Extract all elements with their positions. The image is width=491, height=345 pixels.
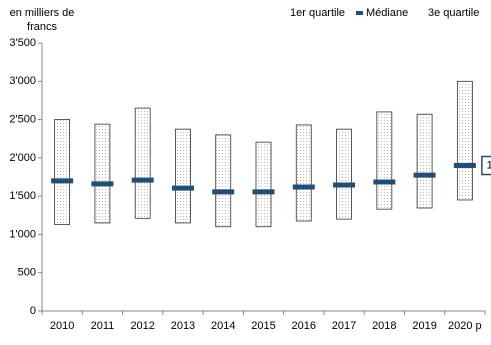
- y-tick-label: 2'000: [9, 152, 36, 164]
- range-box: [416, 113, 433, 209]
- range-box: [54, 119, 71, 225]
- x-tick-label: 2017: [332, 320, 356, 332]
- range-box: [255, 141, 272, 228]
- x-tick-label: 2020 p: [448, 320, 482, 332]
- x-tick-label: 2013: [171, 320, 195, 332]
- x-tick-label: 2010: [50, 320, 74, 332]
- range-box: [94, 123, 111, 224]
- range-box: [376, 111, 393, 210]
- range-box: [215, 134, 232, 228]
- y-tick-label: 3'000: [9, 75, 36, 87]
- x-tick-label: 2012: [130, 320, 154, 332]
- range-box: [456, 80, 473, 201]
- y-axis-label: francs: [27, 21, 57, 33]
- x-tick-label: 2016: [292, 320, 316, 332]
- value-label-box: [481, 155, 491, 176]
- value-label: 1'900: [487, 159, 491, 171]
- x-tick-label: 2014: [211, 320, 235, 332]
- y-tick-label: 1'500: [9, 190, 36, 202]
- y-tick-label: 500: [18, 267, 36, 279]
- x-tick-label: 2018: [372, 320, 396, 332]
- y-tick-label: 2'500: [9, 113, 36, 125]
- range-box: [175, 128, 191, 224]
- range-box: [295, 124, 312, 222]
- x-tick-label: 2011: [91, 320, 115, 332]
- legend-label: Médiane: [366, 7, 408, 19]
- x-tick-label: 2019: [412, 320, 436, 332]
- y-tick-label: 0: [30, 305, 36, 317]
- range-box: [134, 107, 151, 219]
- y-tick-label: 1'000: [9, 228, 36, 240]
- range-box: [336, 128, 352, 220]
- y-tick-label: 3'500: [9, 37, 36, 49]
- legend-label: 1er quartile: [290, 7, 345, 19]
- legend-label: 3e quartile: [428, 7, 479, 19]
- x-tick-label: 2015: [251, 320, 275, 332]
- y-axis-label: en milliers de: [10, 7, 75, 19]
